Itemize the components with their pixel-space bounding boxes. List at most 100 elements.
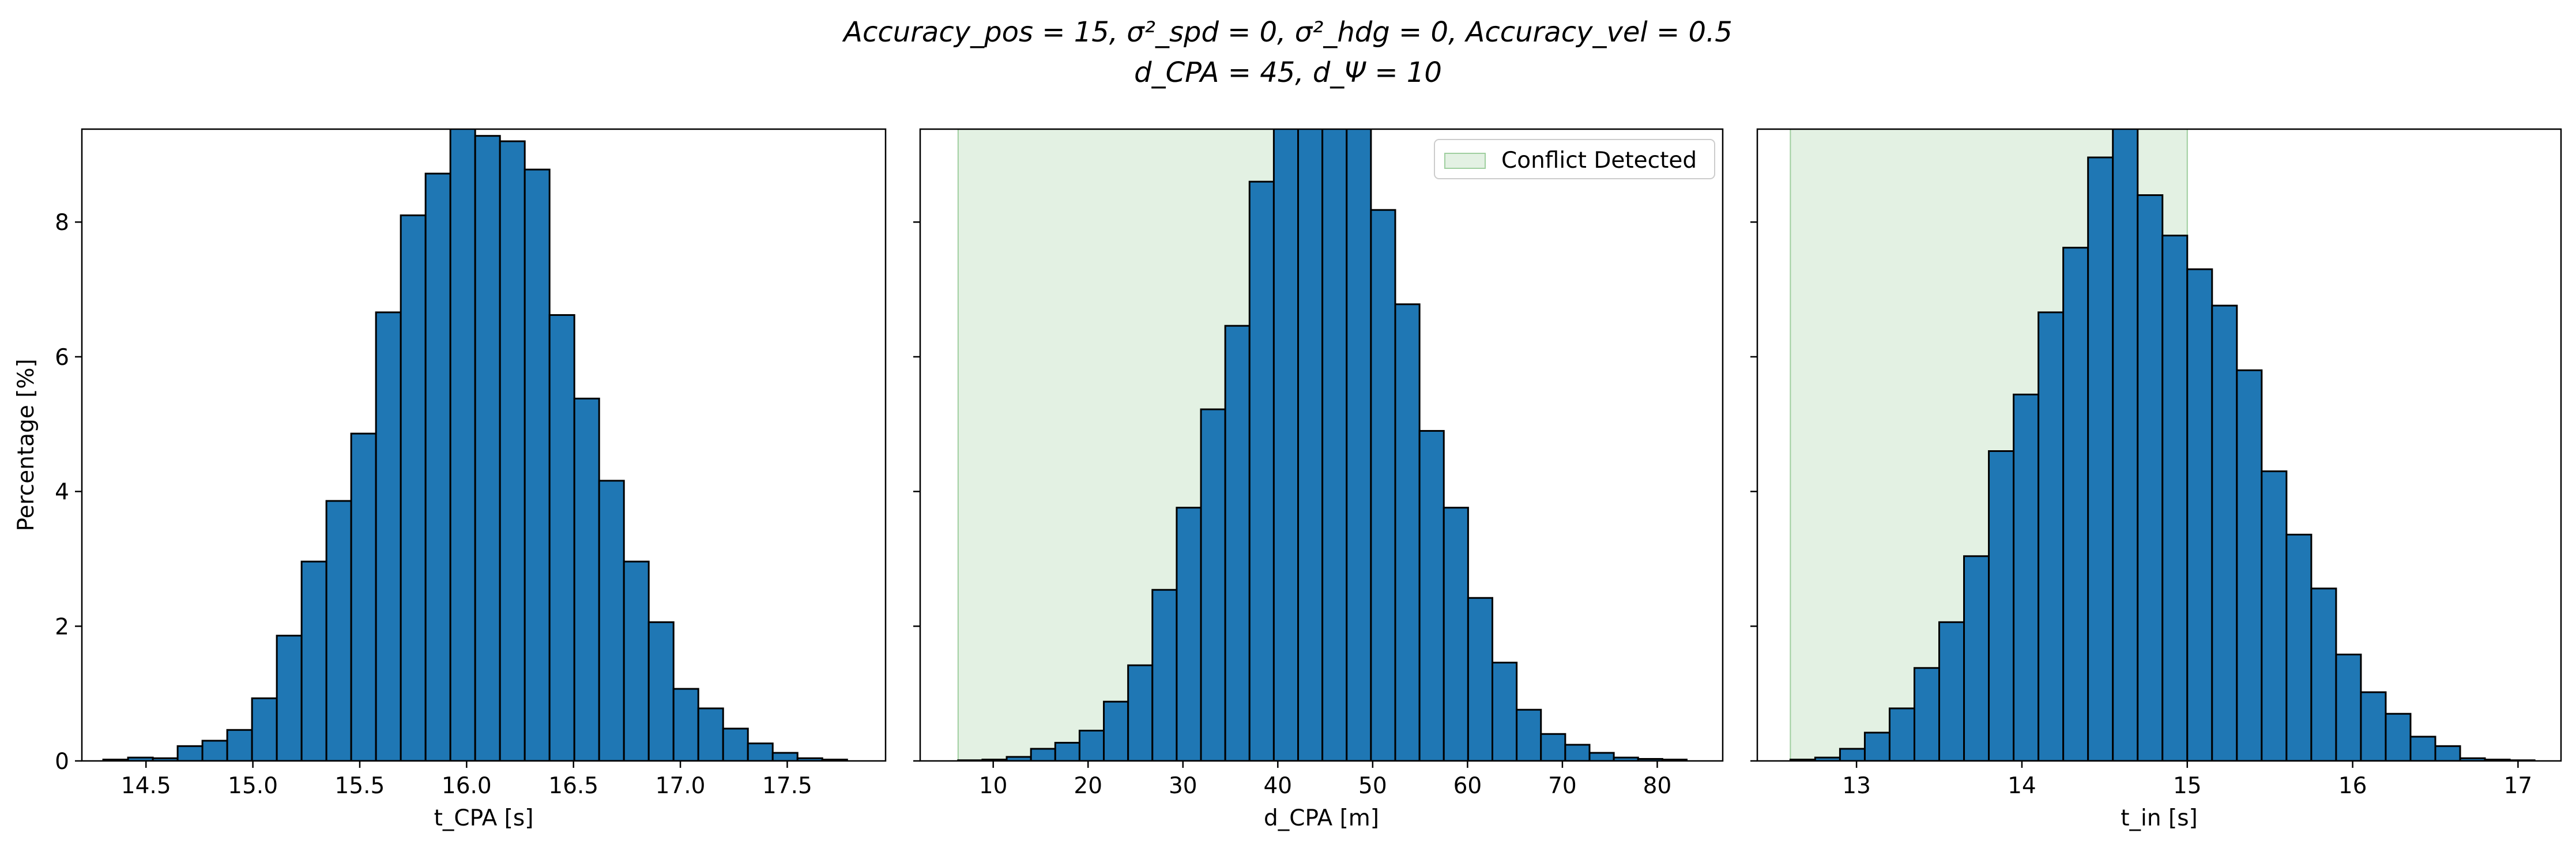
histogram-bar [2087,156,2114,761]
histogram-bar [1030,748,1056,761]
axes-frame [1756,128,2562,762]
legend-swatch [1444,153,1486,169]
histogram-bar [2038,311,2065,761]
histogram-bar [1272,129,1300,761]
figure-title-line2: d_CPA = 45, d_Ψ = 10 [1134,56,1442,89]
histogram-bar [375,311,402,761]
histogram-bar [424,172,451,761]
x-tick-label: 16.0 [442,773,492,799]
histogram-bar [647,621,675,761]
histogram-bar [2062,247,2089,761]
histogram-bar [1588,752,1615,761]
histogram-bar [1516,708,1542,761]
histogram-bar [1224,325,1251,761]
histogram-bar [1988,450,2015,761]
x-tick-label: 16.5 [548,773,598,799]
histogram-bar [400,214,427,761]
histogram-bar [276,635,303,761]
histogram-bar [1321,129,1348,761]
histogram-bar [2310,587,2337,761]
histogram-bar [1176,507,1202,761]
histogram-bar [2161,235,2189,761]
x-tick-label: 50 [1358,773,1387,799]
histogram-bar [2137,194,2164,761]
x-tick-label: 13 [1842,773,1871,799]
x-tick-label: 10 [979,773,1008,799]
plot-area [102,129,848,761]
y-axis-label: Percentage [%] [13,359,39,531]
y-tick-label: 6 [55,345,69,371]
histogram-bar [697,707,724,761]
histogram-bar [2211,304,2238,761]
histogram-bar [623,560,650,761]
histogram-bar [449,129,476,761]
y-tick-label: 2 [55,614,69,640]
histogram-bar [747,742,774,761]
histogram-bar [1418,429,1445,761]
histogram-bar [1863,732,1890,761]
histogram-bar [1938,621,1965,761]
histogram-bar [1127,664,1154,761]
histogram-bar [672,688,699,761]
x-tick-label: 15.5 [335,773,385,799]
histogram-bar [524,168,551,761]
x-tick-label: 14 [2008,773,2036,799]
y-tick-label: 8 [55,210,69,236]
histogram-bar [474,135,501,761]
histogram-bar [771,752,799,761]
figure-title-line1: Accuracy_pos = 15, σ²_spd = 0, σ²_hdg = … [842,16,1733,48]
x-axis-label: t_in [s] [2121,805,2198,831]
histogram-bar [2335,653,2362,761]
axes-frame [81,128,887,762]
histogram-bar [1963,555,1990,761]
legend-label: Conflict Detected [1501,148,1697,174]
histogram-bar [1151,589,1178,761]
histogram-bar [1054,741,1080,761]
histogram-bar [1248,180,1275,761]
plot-area [957,129,1688,761]
histogram-bar [2409,736,2436,761]
subplot-dcpa: 10 20 30 40 50 60 70 80 d_CPA [m] Conflict Detect… [913,128,1724,831]
histogram-bar [251,697,278,761]
histogram-bar [548,314,575,761]
histogram-bar [499,140,526,761]
histogram-bar [2013,393,2040,761]
histogram-bar [1443,507,1469,761]
histogram-bar [350,432,377,761]
subplot-tcpa: 14.5 15.0 15.5 16.0 16.5 17.0 17.5 0 2 4 6 8 t_CPA [… [13,128,887,831]
histogram-bar [1888,707,1915,761]
x-axis-label: d_CPA [m] [1264,805,1379,831]
histogram-bar [1467,597,1493,761]
plot-area [1789,129,2536,761]
histogram-bar [2285,533,2313,761]
histogram-bar [1839,748,1866,761]
histogram-bar [1297,129,1324,761]
histogram-bar [2236,369,2263,761]
x-tick-label: 70 [1548,773,1577,799]
x-tick-label: 20 [1074,773,1102,799]
histogram-bar [573,397,600,761]
y-tick-label: 0 [55,749,69,775]
histogram-bar [1491,661,1518,761]
x-tick-label: 80 [1643,773,1672,799]
histogram-bar [1913,667,1941,761]
legend-box [1434,139,1715,179]
histogram-bar [2434,745,2461,761]
histogram-bar [2112,129,2139,761]
histogram-bar [2385,712,2412,761]
histogram-bar [1394,303,1421,761]
histogram-bar [226,729,253,761]
histogram-bar [325,500,352,761]
histogram-bar [1346,129,1372,761]
x-axis-label: t_CPA [s] [434,805,534,831]
histogram-bar [176,745,204,761]
histogram-bar [722,727,749,761]
histogram-bar [2261,470,2288,761]
x-tick-label: 16 [2338,773,2367,799]
histogram-bar [1564,744,1591,761]
histogram-bar [1103,700,1129,761]
histogram-bar [1078,729,1105,761]
histogram-bar [1200,408,1226,761]
x-tick-label: 17.5 [762,773,812,799]
